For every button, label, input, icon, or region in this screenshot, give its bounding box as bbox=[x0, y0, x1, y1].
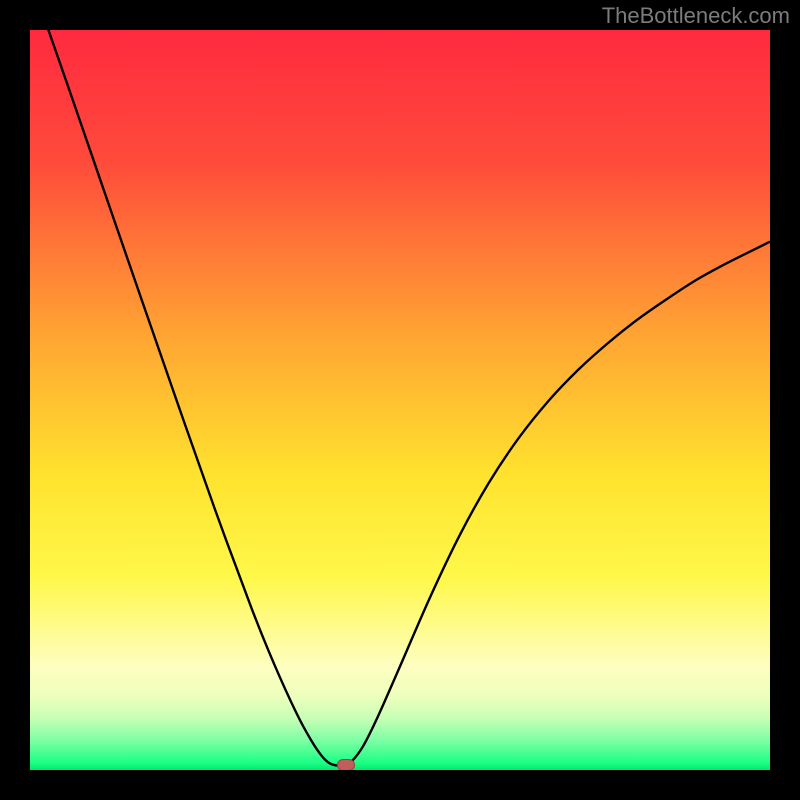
minimum-marker bbox=[337, 759, 355, 770]
chart-plot-area bbox=[30, 30, 770, 770]
watermark-text: TheBottleneck.com bbox=[602, 3, 790, 29]
chart-svg bbox=[30, 30, 770, 770]
chart-background bbox=[30, 30, 770, 770]
